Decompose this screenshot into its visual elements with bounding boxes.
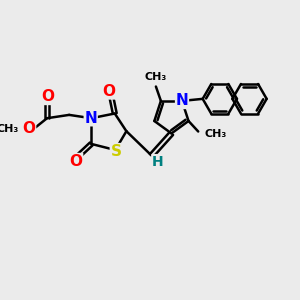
Text: N: N: [84, 111, 97, 126]
Text: CH₃: CH₃: [204, 129, 226, 139]
Text: H: H: [152, 154, 164, 169]
Text: O: O: [70, 154, 83, 169]
Text: CH₃: CH₃: [0, 124, 19, 134]
Text: O: O: [103, 84, 116, 99]
Text: CH₃: CH₃: [145, 72, 167, 82]
Text: N: N: [176, 93, 188, 108]
Text: S: S: [110, 144, 122, 159]
Text: O: O: [22, 121, 36, 136]
Text: O: O: [41, 89, 54, 104]
